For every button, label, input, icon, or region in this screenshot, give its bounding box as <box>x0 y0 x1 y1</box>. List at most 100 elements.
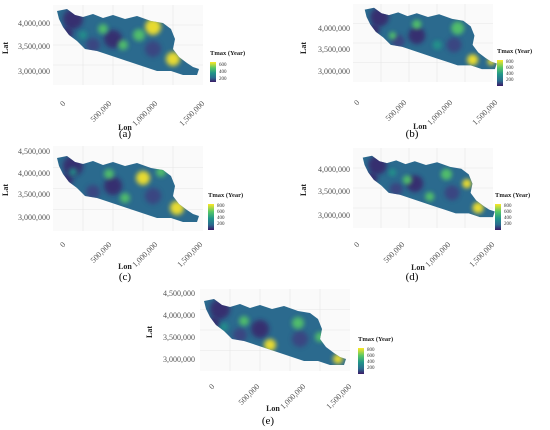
caption-d: (d) <box>405 271 419 283</box>
map-c-legend-v3: 200 <box>217 222 225 227</box>
map-d-xtick-3: 1,500,000 <box>467 240 496 269</box>
map-c-legend-v0: 800 <box>217 204 225 209</box>
map-a-ytick-1: 3,500,000 <box>18 42 50 51</box>
map-d-legend-v0: 800 <box>504 204 512 209</box>
map-e-xtick-0: 0 <box>207 382 216 391</box>
map-e-legend-title: Tmax (Year) <box>358 336 393 343</box>
map-a-legend-title: Tmax (Year) <box>210 50 245 57</box>
map-e-legend-colorbar <box>358 348 364 374</box>
map-b-xtick-1: 500,000 <box>384 98 409 123</box>
map-c-ytick-2: 3,500,000 <box>18 190 50 199</box>
map-e-legend-v2: 400 <box>367 360 375 365</box>
map-b-legend-v2: 400 <box>506 72 514 77</box>
map-c-plot-area <box>53 146 214 231</box>
map-c-country-shape <box>57 156 199 222</box>
map-b-ytick-0: 4,000,000 <box>318 24 350 33</box>
map-e-legend-v3: 200 <box>367 366 375 371</box>
map-e-xtick-1: 500,000 <box>237 382 262 407</box>
map-b-xtick-0: 0 <box>352 98 361 107</box>
caption-a: (a) <box>118 128 132 140</box>
map-a-legend-v1: 400 <box>219 70 227 75</box>
map-a-svg: 4,000,000 3,500,000 3,000,000 0 500,000 … <box>1 5 245 132</box>
map-c-xlabel: Lon <box>118 262 132 271</box>
map-e-ytick-2: 3,500,000 <box>163 333 195 342</box>
map-d-legend-title: Tmax (Year) <box>495 192 530 199</box>
map-c-xtick-2: 1,000,000 <box>130 240 159 269</box>
map-e-xtick-3: 1,500,000 <box>324 382 353 411</box>
map-b-xtick-3: 1,500,000 <box>470 98 499 127</box>
map-e-xlabel: Lon <box>266 404 280 413</box>
map-a-ytick-0: 4,000,000 <box>18 19 50 28</box>
map-d-xlabel: Lon <box>411 263 425 272</box>
map-d-ytick-0: 4,000,000 <box>318 165 350 174</box>
map-c-ytick-3: 3,000,000 <box>18 213 50 222</box>
map-panel-c: 4,500,000 4,000,000 3,500,000 3,000,000 … <box>0 142 270 287</box>
map-c-ytick-0: 4,500,000 <box>18 147 50 156</box>
map-d-plot-area <box>353 148 501 230</box>
map-a-xtick-0: 0 <box>58 99 67 108</box>
map-a-xtick-1: 500,000 <box>89 99 114 124</box>
map-b-xlabel: Lon <box>413 122 427 131</box>
map-e-legend-v1: 600 <box>367 354 375 359</box>
map-a-xtick-3: 1,500,000 <box>177 99 206 128</box>
map-c-legend-colorbar <box>208 204 214 230</box>
map-d-xtick-1: 500,000 <box>382 240 407 265</box>
map-c-ytick-1: 4,000,000 <box>18 169 50 178</box>
map-b-plot-area <box>353 4 503 86</box>
map-b-legend-v1: 600 <box>506 66 514 71</box>
map-d-country-shape <box>362 155 495 218</box>
map-c-xtick-1: 500,000 <box>89 240 114 265</box>
map-c-svg: 4,500,000 4,000,000 3,500,000 3,000,000 … <box>1 146 243 271</box>
map-d-xtick-2: 1,000,000 <box>423 240 452 269</box>
caption-e: (e) <box>261 415 275 427</box>
caption-b: (b) <box>405 128 419 140</box>
map-e-legend-v0: 800 <box>367 348 375 353</box>
map-b-ytick-2: 3,000,000 <box>318 67 350 76</box>
map-b-ylabel: Lat <box>299 42 308 54</box>
map-c-xtick-3: 1,500,000 <box>175 240 204 269</box>
map-e-xtick-2: 1,000,000 <box>278 382 307 411</box>
map-a-ytick-2: 3,000,000 <box>18 67 50 76</box>
map-d-legend-v2: 400 <box>504 216 512 221</box>
map-d-ylabel: Lat <box>299 184 308 196</box>
map-panel-e: 4,500,000 4,000,000 3,500,000 3,000,000 … <box>140 287 410 430</box>
map-a-ylabel: Lat <box>1 42 10 54</box>
map-c-legend-v2: 400 <box>217 216 225 221</box>
map-b-ytick-1: 3,500,000 <box>318 45 350 54</box>
map-e-svg: 4,500,000 4,000,000 3,500,000 3,000,000 … <box>145 289 393 413</box>
map-c-legend-v1: 600 <box>217 210 225 215</box>
map-c-legend-title: Tmax (Year) <box>208 192 243 199</box>
map-d-legend-v3: 200 <box>504 222 512 227</box>
map-panel-a: 4,000,000 3,500,000 3,000,000 0 500,000 … <box>0 0 270 140</box>
map-a-country-shape <box>57 9 199 75</box>
map-c-xtick-0: 0 <box>58 240 67 249</box>
map-e-ytick-1: 4,000,000 <box>163 311 195 320</box>
map-a-legend-v2: 200 <box>219 77 227 82</box>
map-a-xlabel: Lon <box>118 123 132 132</box>
map-b-svg: 4,000,000 3,500,000 3,000,000 0 500,000 … <box>299 4 532 131</box>
map-e-ytick-0: 4,500,000 <box>163 289 195 298</box>
map-b-legend-v3: 200 <box>506 78 514 83</box>
map-a-legend-v0: 600 <box>219 63 227 68</box>
caption-c: (c) <box>118 271 132 283</box>
map-a-legend-colorbar <box>210 62 216 82</box>
map-a-xtick-2: 1,000,000 <box>130 99 159 128</box>
map-a-plot-area <box>53 5 216 85</box>
map-d-svg: 4,000,000 3,500,000 3,000,000 0 500,000 … <box>299 148 530 272</box>
map-e-ylabel: Lat <box>145 326 154 338</box>
map-d-ytick-2: 3,000,000 <box>318 211 350 220</box>
map-d-ytick-1: 3,500,000 <box>318 187 350 196</box>
map-b-legend-title: Tmax (Year) <box>497 48 532 55</box>
map-d-legend-v1: 600 <box>504 210 512 215</box>
map-e-plot-area <box>200 289 364 374</box>
map-b-legend-colorbar <box>497 60 503 86</box>
map-b-xtick-2: 1,000,000 <box>425 98 454 127</box>
map-b-country-shape <box>364 7 497 70</box>
map-d-xtick-0: 0 <box>352 240 361 249</box>
map-b-legend-v0: 800 <box>506 60 514 65</box>
map-panel-b: 4,000,000 3,500,000 3,000,000 0 500,000 … <box>285 0 550 140</box>
map-c-ylabel: Lat <box>1 184 10 196</box>
map-d-legend-colorbar <box>495 204 501 230</box>
map-panel-d: 4,000,000 3,500,000 3,000,000 0 500,000 … <box>285 142 550 287</box>
map-e-ytick-3: 3,000,000 <box>163 355 195 364</box>
